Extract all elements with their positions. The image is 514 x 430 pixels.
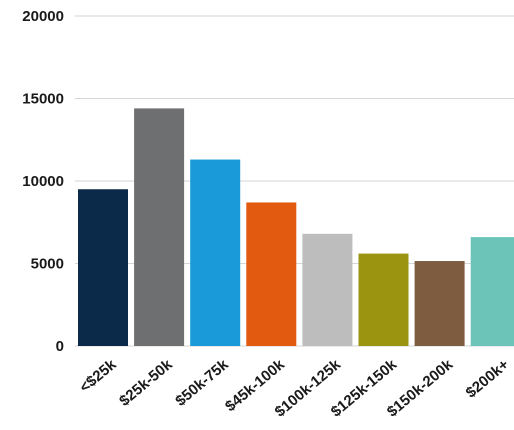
- bar-1: [134, 108, 185, 347]
- x-tick-label: $200k+: [463, 356, 513, 402]
- bar-6: [414, 261, 465, 346]
- y-tick-label: 10000: [22, 173, 64, 190]
- y-tick-label: 20000: [22, 8, 64, 25]
- x-tick-label: <$25k: [76, 356, 120, 397]
- x-tick-label: $25k-50k: [116, 356, 176, 410]
- bars: [78, 108, 514, 347]
- bar-2: [190, 159, 241, 346]
- bar-4: [302, 233, 353, 346]
- bar-0: [78, 189, 128, 346]
- x-axis-tick-labels: <$25k$25k-50k$50k-75k$45k-100k$100k-125k…: [76, 356, 512, 421]
- bar-5: [358, 253, 409, 346]
- bar-3: [246, 202, 297, 346]
- y-axis-tick-labels: 0 5000 10000 15000 20000: [22, 8, 64, 355]
- y-tick-label: 15000: [22, 91, 64, 108]
- y-tick-label: 5000: [31, 256, 64, 273]
- bar-7: [470, 237, 514, 346]
- y-tick-label: 0: [56, 338, 64, 355]
